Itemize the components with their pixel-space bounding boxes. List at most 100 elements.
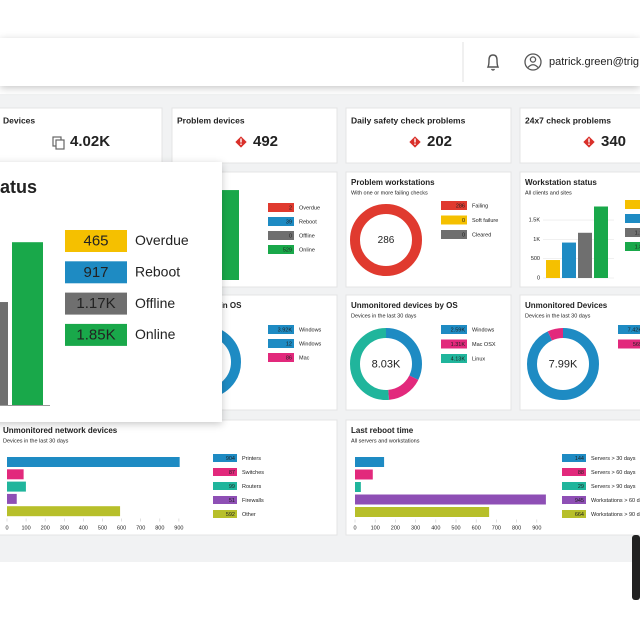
card — [345, 107, 512, 164]
legend-name: Failing — [472, 203, 488, 209]
legend-name: Reboot — [135, 264, 180, 280]
donut-segment — [350, 328, 422, 400]
legend-swatch — [562, 496, 586, 504]
x-tick-label: 0 — [5, 525, 8, 531]
x-tick-label: 400 — [431, 525, 440, 531]
card-subtitle: With one or more failing checks — [351, 190, 428, 196]
legend-name: Reboot — [299, 219, 317, 225]
legend-swatch — [562, 454, 586, 462]
legend-swatch — [625, 214, 640, 223]
legend-value: 51 — [229, 498, 235, 504]
legend-swatch — [441, 215, 467, 225]
legend-name: Overdue — [299, 205, 320, 211]
x-tick-label: 700 — [492, 525, 501, 531]
bar — [7, 493, 17, 504]
zoomed-card: atus 465 Overdue 917 Reboot 1.17K Offline 1.85K… — [0, 162, 222, 422]
card-title: Unmonitored network devices — [3, 426, 118, 435]
legend-value: 12 — [286, 341, 292, 347]
legend-name: Firewalls — [242, 498, 264, 504]
legend-name: Windows — [472, 327, 495, 333]
legend-value: 2 — [289, 205, 292, 211]
legend-value: 664 — [575, 512, 584, 518]
bar — [355, 494, 546, 505]
legend-value: 904 — [226, 456, 235, 462]
x-tick-label: 700 — [136, 525, 145, 531]
legend-name: Windows — [299, 327, 322, 333]
legend-value: 0 — [462, 218, 465, 224]
legend-swatch — [625, 228, 640, 237]
bar — [578, 232, 592, 278]
user-icon[interactable] — [524, 53, 542, 71]
legend-value: 86 — [286, 355, 292, 361]
legend-value: 529 — [283, 247, 292, 253]
legend-name: Online — [135, 326, 176, 342]
card-title: Workstation status — [525, 178, 597, 187]
card-title: atus — [0, 177, 37, 197]
y-tick-label: 0 — [537, 275, 540, 281]
legend-swatch — [213, 496, 237, 504]
card-title: Unmonitored devices by OS — [351, 301, 458, 310]
legend-swatch — [618, 339, 640, 349]
legend-name: Switches — [242, 470, 264, 476]
donut-center-value: 8.03K — [372, 358, 401, 370]
x-tick-label: 0 — [353, 525, 356, 531]
card-title: Last reboot time — [351, 426, 414, 435]
tile-title: Daily safety check problems — [351, 115, 466, 125]
legend-value: 87 — [229, 470, 235, 476]
legend-name: Offline — [299, 233, 315, 239]
card-subtitle: Devices in the last 30 days — [525, 313, 591, 319]
bar — [594, 206, 608, 278]
legend-swatch — [213, 454, 237, 462]
card-title: Problem workstations — [351, 178, 435, 187]
legend-value: 1.85K — [635, 244, 640, 250]
legend-swatch — [268, 353, 294, 362]
user-name[interactable]: patrick.green@trig — [549, 56, 639, 68]
legend-name: Soft failure — [472, 218, 498, 224]
bar — [221, 190, 239, 280]
tile-title: Problem devices — [177, 115, 245, 125]
x-tick-label: 500 — [98, 525, 107, 531]
x-tick-label: 600 — [472, 525, 481, 531]
x-tick-label: 300 — [411, 525, 420, 531]
legend-name: Other — [242, 512, 256, 518]
bar — [7, 469, 24, 480]
legend-name: Routers — [242, 484, 262, 490]
card — [345, 294, 512, 411]
legend-swatch — [441, 201, 467, 210]
legend-swatch — [213, 482, 237, 490]
legend-value: 2.59K — [451, 327, 466, 333]
legend-swatch — [618, 325, 640, 334]
legend-value: 7.42K — [628, 327, 640, 333]
legend-value: 569 — [633, 342, 640, 348]
bell-icon[interactable] — [486, 54, 500, 71]
legend-name: Printers — [242, 456, 261, 462]
tile-value: 202 — [427, 133, 452, 150]
bar — [355, 482, 361, 492]
zoomed-card-content: atus 465 Overdue 917 Reboot 1.17K Offline 1.85K… — [0, 177, 189, 406]
warning-icon-mark — [414, 143, 416, 145]
legend-swatch — [213, 468, 237, 476]
legend-value: 1.17K — [635, 230, 640, 236]
legend-value: 945 — [575, 498, 584, 504]
x-tick-label: 800 — [512, 525, 521, 531]
legend-swatch — [562, 510, 586, 518]
tile-value: 340 — [601, 133, 626, 150]
legend-name: Cleared — [472, 232, 491, 238]
card-subtitle: All clients and sites — [525, 190, 572, 196]
x-tick-label: 900 — [532, 525, 541, 531]
legend-name: Servers > 90 days — [591, 484, 636, 490]
legend-swatch — [213, 510, 237, 518]
legend-swatch — [562, 468, 586, 476]
legend-value: 1.17K — [76, 295, 115, 312]
legend-value: 286 — [456, 203, 465, 209]
warning-icon-mark — [240, 138, 242, 143]
legend-swatch — [268, 231, 294, 240]
x-tick-label: 900 — [174, 525, 183, 531]
legend-value: 29 — [578, 484, 584, 490]
legend-swatch — [268, 217, 294, 226]
legend-value: 39 — [286, 219, 292, 225]
x-tick-label: 200 — [41, 525, 50, 531]
legend-swatch — [441, 339, 467, 349]
donut-segment — [527, 328, 599, 400]
